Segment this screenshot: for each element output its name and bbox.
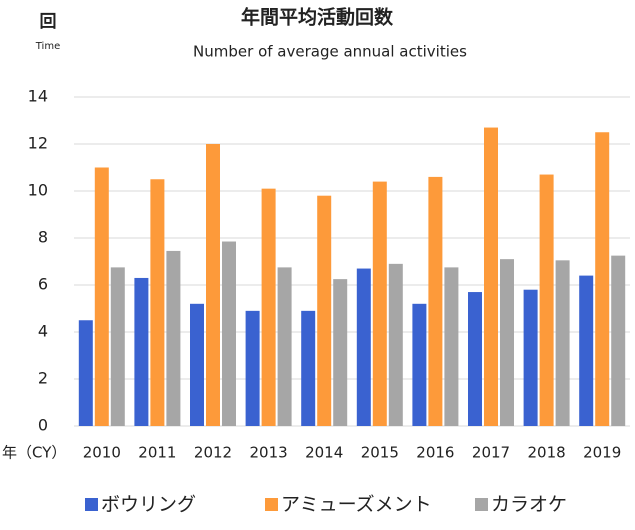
bar (261, 188, 276, 426)
y-tick-label: 6 (38, 275, 48, 294)
bar (444, 267, 459, 426)
bar (206, 144, 220, 426)
bar (301, 310, 316, 426)
bar (110, 267, 125, 426)
bar (222, 241, 236, 426)
x-tick-label: 2011 (138, 444, 176, 462)
bar (388, 263, 403, 426)
bar (94, 167, 109, 426)
bar (595, 132, 610, 426)
legend-label: カラオケ (491, 494, 567, 516)
bar (150, 179, 165, 426)
x-tick-label: 2013 (250, 444, 288, 462)
bar (356, 268, 371, 426)
legend-label: ボウリング (101, 494, 196, 516)
bar (78, 320, 93, 426)
bar (245, 310, 260, 426)
y-tick-label: 4 (38, 322, 48, 341)
y-tick-label: 12 (28, 134, 48, 153)
y-tick-label: 0 (38, 416, 48, 435)
y-tick-label: 14 (28, 87, 48, 106)
x-tick-label: 2012 (194, 444, 232, 462)
bar (317, 195, 332, 426)
bar (428, 176, 443, 426)
y-tick-label: 2 (38, 369, 48, 388)
bar (372, 181, 387, 426)
x-tick-label: 2016 (416, 444, 454, 462)
bar (500, 259, 514, 426)
bar (555, 260, 570, 426)
chart-subtitle: Number of average annual activities (193, 43, 467, 61)
x-axis-label: 年（CY） (2, 444, 66, 462)
y-axis-sublabel: Time (35, 41, 60, 52)
bar (484, 127, 498, 427)
bar (190, 303, 204, 426)
bar (277, 267, 292, 426)
x-tick-label: 2014 (305, 444, 343, 462)
x-tick-label: 2019 (583, 444, 621, 462)
x-tick-label: 2018 (528, 444, 566, 462)
bar (611, 255, 626, 426)
legend-swatch (475, 498, 488, 511)
bar (468, 292, 482, 426)
y-tick-label: 8 (38, 228, 48, 247)
chart-title: 年間平均活動回数 (241, 6, 394, 29)
y-tick-label: 10 (28, 181, 48, 200)
bar (412, 303, 427, 426)
bar (333, 279, 348, 426)
legend-swatch (265, 498, 278, 511)
bar (579, 275, 594, 426)
x-tick-label: 2017 (472, 444, 510, 462)
y-axis-label: 回 (40, 12, 57, 32)
x-tick-label: 2010 (83, 444, 121, 462)
legend-swatch (85, 498, 98, 511)
x-tick-label: 2015 (361, 444, 399, 462)
bar (166, 250, 181, 426)
bar (539, 174, 554, 426)
bar (523, 289, 538, 426)
bar (134, 277, 149, 426)
legend-label: アミューズメント (281, 494, 432, 516)
